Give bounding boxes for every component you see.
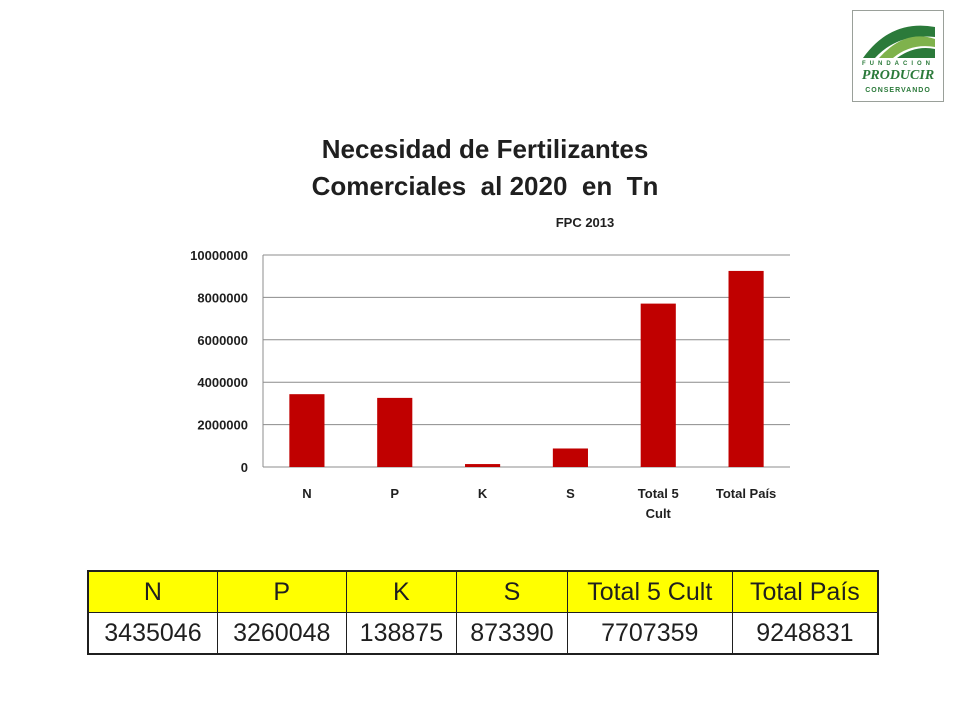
table-header-cell: S bbox=[456, 570, 568, 613]
table-cell: 138875 bbox=[345, 612, 458, 655]
chart-title-line-2: Comerciales al 2020 en Tn bbox=[311, 171, 659, 201]
bar-chart: 0 2000000 4000000 6000000 8000000 10000000 N P K… bbox=[190, 248, 790, 521]
x-tick-label: Total País bbox=[716, 486, 776, 501]
y-tick-label: 8000000 bbox=[197, 290, 248, 305]
chart-title-line-1: Necesidad de Fertilizantes bbox=[321, 134, 649, 164]
bar bbox=[377, 397, 413, 467]
bar bbox=[728, 270, 764, 467]
table-header-cell: P bbox=[216, 570, 347, 613]
logo-text-producir: PRODUCIR bbox=[861, 68, 935, 83]
fundacion-producir-conservando-logo: FUNDACION PRODUCIR CONSERVANDO bbox=[852, 10, 944, 102]
table-cell: 3260048 bbox=[216, 612, 347, 655]
table-cell: 873390 bbox=[456, 612, 568, 655]
x-tick-label: P bbox=[390, 486, 399, 501]
chart-title: Necesidad de Fertilizantes Comerciales a… bbox=[250, 131, 720, 205]
bar bbox=[640, 303, 676, 467]
table-header-cell: Total 5 Cult bbox=[566, 570, 733, 613]
table-header-cell: K bbox=[345, 570, 458, 613]
bar bbox=[289, 394, 325, 467]
data-table: N P K S Total 5 Cult Total País 3435046 … bbox=[87, 570, 879, 655]
table-header-row: N P K S Total 5 Cult Total País bbox=[87, 570, 879, 613]
y-tick-label: 6000000 bbox=[197, 333, 248, 348]
logo-text-fundacion: FUNDACION bbox=[862, 61, 934, 67]
x-tick-label: K bbox=[478, 486, 488, 501]
table-cell: 7707359 bbox=[566, 612, 733, 655]
table-cell: 3435046 bbox=[87, 612, 218, 655]
x-tick-label: Total 5 Cult bbox=[638, 486, 679, 521]
y-tick-label: 10000000 bbox=[190, 248, 248, 263]
table-header-cell: Total País bbox=[731, 570, 879, 613]
bar bbox=[552, 448, 588, 467]
y-tick-label: 4000000 bbox=[197, 375, 248, 390]
chart-subtitle: FPC 2013 bbox=[555, 215, 615, 230]
logo-mark-icon bbox=[863, 25, 935, 58]
x-tick-label: S bbox=[566, 486, 575, 501]
table-row: 3435046 3260048 138875 873390 7707359 92… bbox=[87, 612, 879, 655]
table-header-cell: N bbox=[87, 570, 218, 613]
logo-text-conservando: CONSERVANDO bbox=[865, 87, 931, 94]
y-tick-label: 2000000 bbox=[197, 418, 248, 433]
table-cell: 9248831 bbox=[731, 612, 879, 655]
bar bbox=[465, 464, 501, 467]
x-tick-label: N bbox=[302, 486, 311, 501]
y-tick-label: 0 bbox=[241, 460, 248, 475]
